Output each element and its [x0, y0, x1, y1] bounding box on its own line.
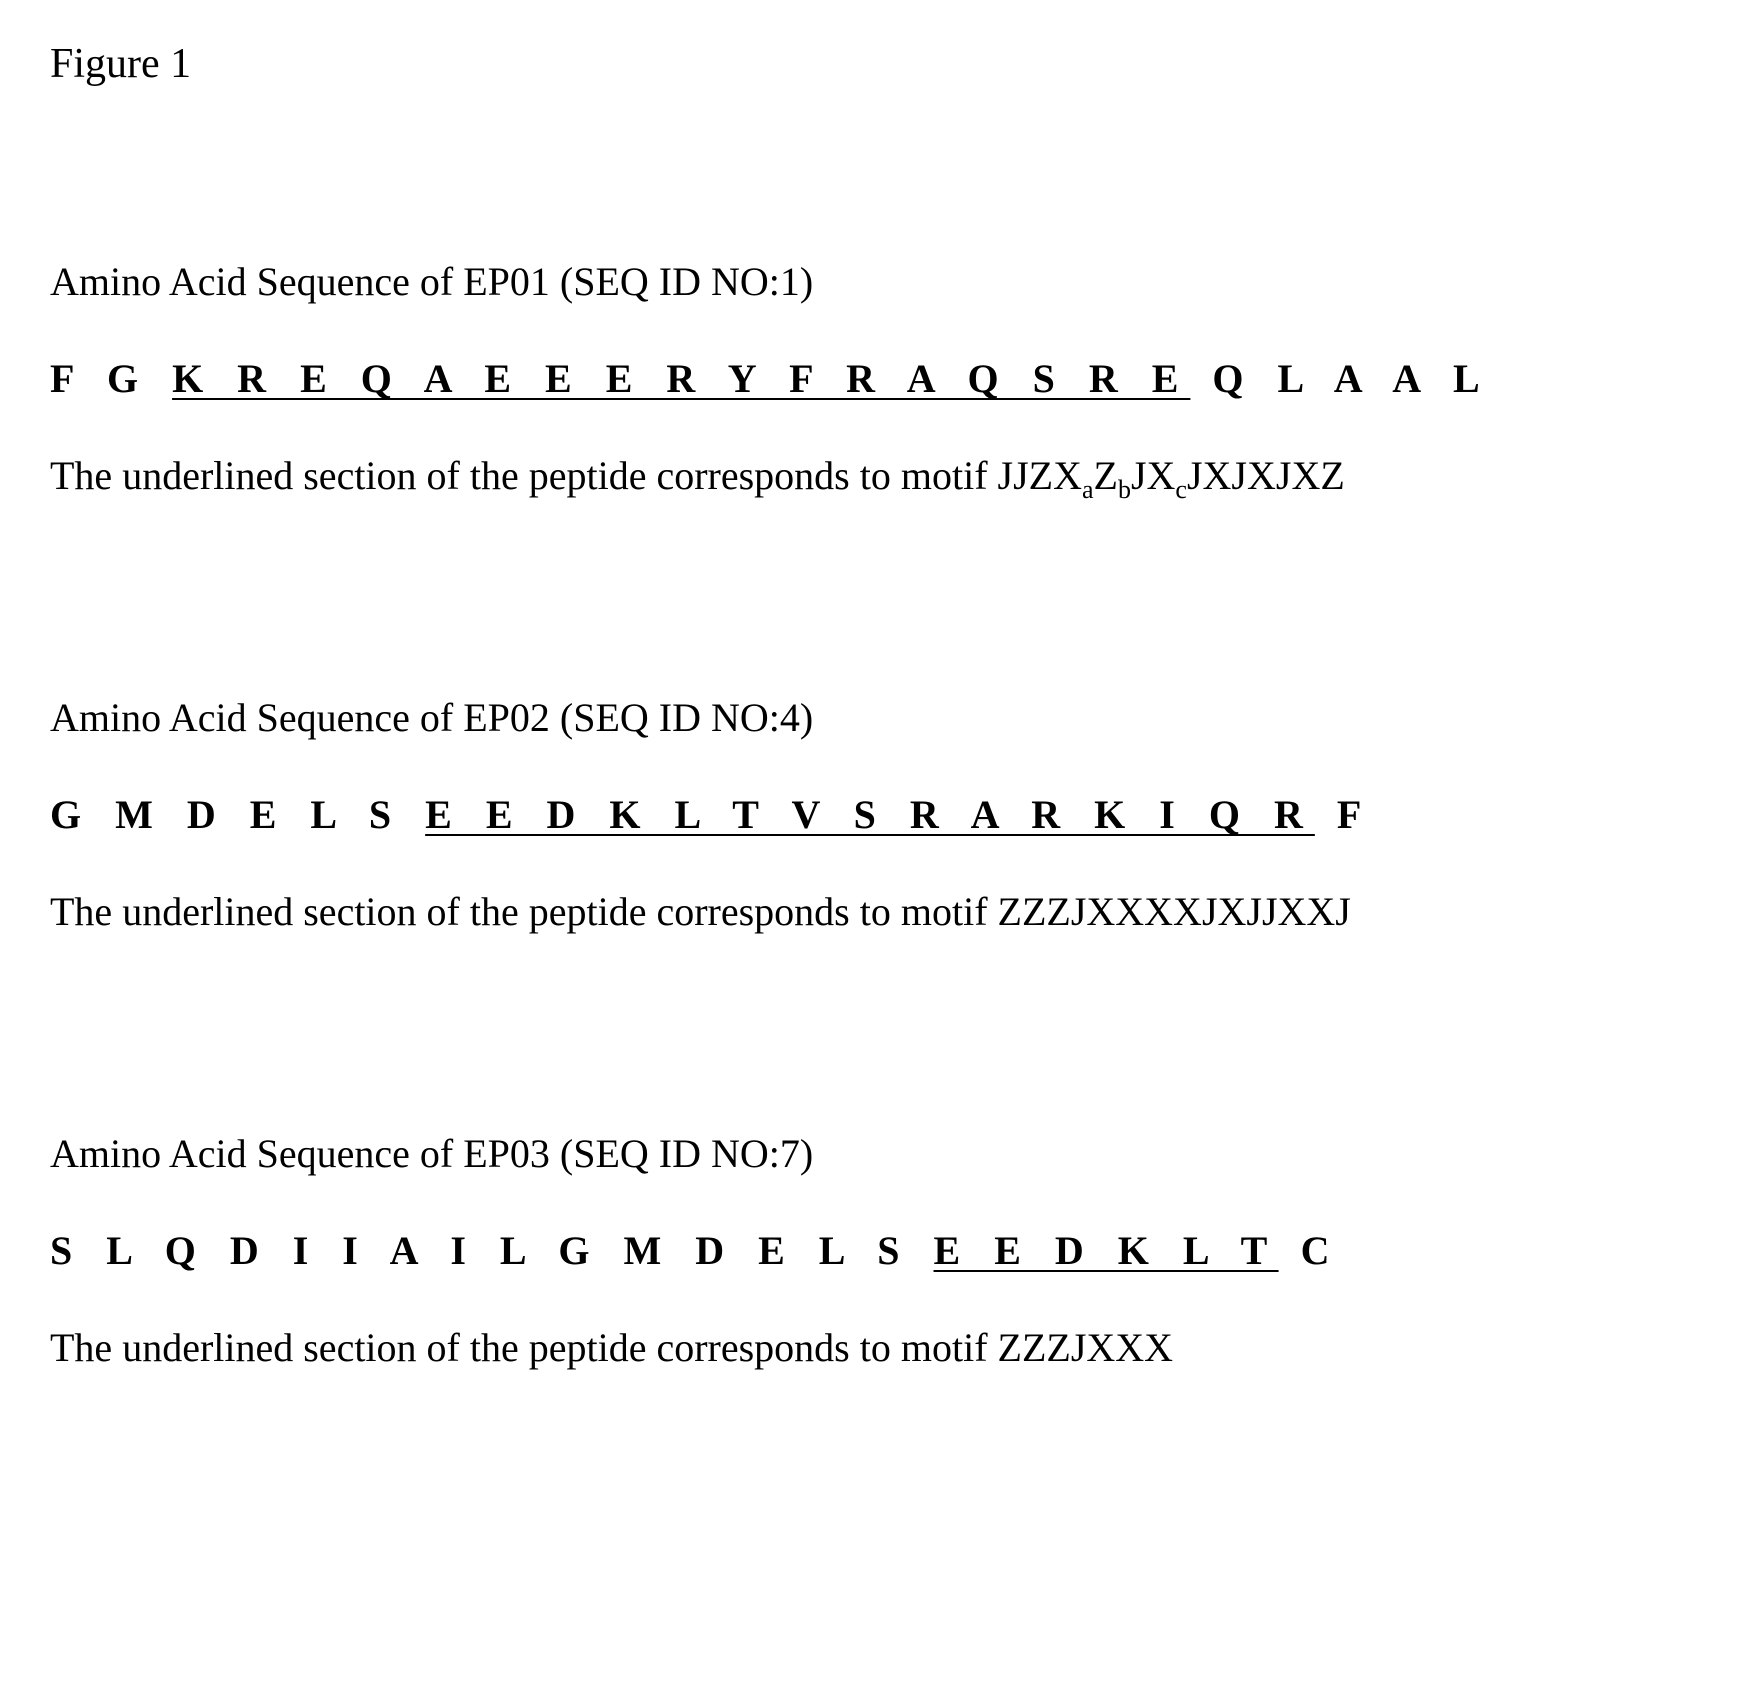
sequence-text: G M D E L S E E D K L T V S R A R K I Q … [50, 791, 1699, 838]
sequence-text: S L Q D I I A I L G M D E L S E E D K L … [50, 1227, 1699, 1274]
sequence-block-ep03: Amino Acid Sequence of EP03 (SEQ ID NO:7… [50, 1130, 1699, 1371]
sequence-header: Amino Acid Sequence of EP01 (SEQ ID NO:1… [50, 258, 1699, 305]
motif-segment: JJZX [998, 453, 1082, 498]
sequence-header: Amino Acid Sequence of EP02 (SEQ ID NO:4… [50, 694, 1699, 741]
sequence-suffix: C [1279, 1228, 1342, 1273]
sequence-underlined: E E D K L T V S R A R K I Q R [425, 792, 1315, 837]
motif-intro: The underlined section of the peptide co… [50, 453, 998, 498]
motif-segment: Z [1094, 453, 1118, 498]
motif-intro: The underlined section of the peptide co… [50, 889, 998, 934]
sequence-prefix: F G [50, 356, 172, 401]
sequence-prefix: G M D E L S [50, 792, 425, 837]
motif-description: The underlined section of the peptide co… [50, 888, 1699, 935]
motif-plain: ZZZJXXX [998, 1325, 1174, 1370]
sequence-block-ep01: Amino Acid Sequence of EP01 (SEQ ID NO:1… [50, 258, 1699, 499]
motif-plain: ZZZJXXXXJXJJXXJ [998, 889, 1351, 934]
sequence-text: F G K R E Q A E E E R Y F R A Q S R E Q … [50, 355, 1699, 402]
motif-subscript: c [1175, 475, 1187, 504]
motif-subscript: a [1082, 475, 1094, 504]
sequence-suffix: Q L A A L [1190, 356, 1491, 401]
motif-intro: The underlined section of the peptide co… [50, 1325, 998, 1370]
sequence-underlined: K R E Q A E E E R Y F R A Q S R E [172, 356, 1190, 401]
motif-subscript: b [1118, 475, 1131, 504]
sequence-suffix: F [1315, 792, 1373, 837]
sequence-underlined: E E D K L T [934, 1228, 1279, 1273]
sequence-block-ep02: Amino Acid Sequence of EP02 (SEQ ID NO:4… [50, 694, 1699, 935]
motif-segment: JX [1131, 453, 1175, 498]
motif-description: The underlined section of the peptide co… [50, 1324, 1699, 1371]
motif-description: The underlined section of the peptide co… [50, 452, 1699, 499]
figure-title: Figure 1 [50, 40, 1699, 88]
motif-segment: JXJXJXZ [1187, 453, 1345, 498]
sequence-header: Amino Acid Sequence of EP03 (SEQ ID NO:7… [50, 1130, 1699, 1177]
sequence-prefix: S L Q D I I A I L G M D E L S [50, 1228, 934, 1273]
